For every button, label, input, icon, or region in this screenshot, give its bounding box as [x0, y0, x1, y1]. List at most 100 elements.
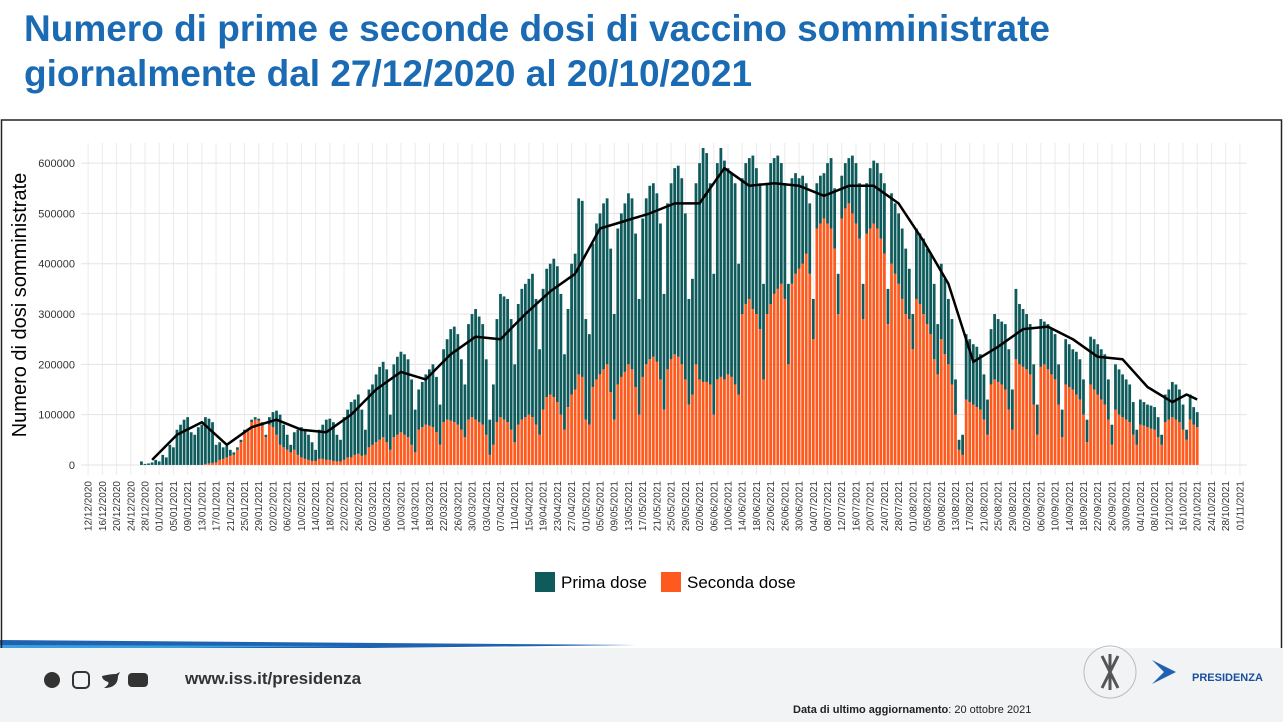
bar-segment [285, 434, 289, 450]
bar-segment [943, 354, 947, 465]
bar-segment [804, 183, 808, 254]
x-tick-label: 14/09/2021 [1065, 481, 1076, 531]
bar-segment [523, 283, 527, 418]
x-tick-label: 20/07/2021 [866, 481, 877, 531]
bar-segment [605, 198, 609, 365]
logo-seal [1083, 645, 1137, 699]
bar-segment [1039, 319, 1043, 367]
icon-instagram[interactable] [72, 671, 90, 689]
bar-segment [651, 356, 655, 465]
bar-segment [854, 163, 858, 224]
bar-segment [541, 288, 545, 410]
bar-segment [1018, 364, 1021, 465]
x-tick-label: 29/01/2021 [254, 481, 265, 531]
bar-segment [1042, 321, 1046, 365]
x-tick-label: 12/12/2020 [84, 481, 95, 531]
bar-segment [833, 188, 837, 249]
bar-segment [275, 434, 278, 465]
icon-twitter[interactable] [102, 672, 120, 688]
bar-segment [310, 442, 314, 461]
bar-segment [723, 160, 726, 380]
bar-segment [587, 334, 591, 425]
bar-segment [907, 268, 911, 320]
bar-segment [1103, 354, 1107, 405]
x-tick-label: 20/12/2020 [112, 481, 123, 531]
bar-segment [840, 175, 844, 219]
x-tick-label: 09/08/2021 [937, 481, 948, 531]
bar-segment [431, 364, 435, 428]
bar-segment [477, 422, 481, 465]
bar-segment [1106, 379, 1110, 420]
bar-segment [459, 359, 463, 430]
bar-segment [548, 263, 552, 395]
bar-segment [232, 452, 236, 455]
bar-segment [1153, 407, 1156, 430]
bar-segment [790, 283, 794, 465]
bar-segment [395, 434, 399, 465]
bar-segment [420, 427, 424, 465]
bar-segment [566, 407, 570, 465]
bar-segment [961, 454, 964, 465]
bar-segment [342, 417, 346, 460]
bar-segment [1131, 434, 1135, 465]
bar-segment [637, 298, 641, 415]
bar-segment [715, 379, 719, 465]
x-tick-label: 06/03/2021 [382, 481, 393, 531]
bar-segment [1025, 314, 1028, 370]
bar-segment [701, 381, 705, 465]
bar-segment [872, 223, 876, 465]
x-tick-label: 16/12/2020 [98, 481, 109, 531]
bar-segment [1185, 429, 1188, 440]
bar-segment [403, 434, 406, 465]
bar-segment [1188, 419, 1192, 465]
bar-segment [559, 293, 563, 415]
legend-label: Prima dose [561, 573, 647, 592]
bar-segment [1149, 405, 1153, 429]
icon-youtube[interactable] [128, 673, 148, 687]
bar-segment [747, 158, 751, 299]
bar-segment [1060, 409, 1064, 438]
bar-segment [1035, 434, 1039, 465]
x-tick-label: 03/04/2021 [482, 481, 493, 531]
bar-segment [1121, 374, 1124, 418]
bar-segment [691, 394, 694, 465]
bar-segment [509, 319, 513, 430]
bar-segment [1185, 439, 1188, 465]
bar-segment [936, 324, 940, 375]
bar-segment [971, 344, 975, 405]
x-tick-label: 13/08/2021 [951, 481, 962, 531]
bar-segment [922, 314, 925, 465]
bar-segment [900, 298, 904, 465]
bar-segment [712, 414, 716, 465]
x-tick-label: 01/05/2021 [581, 481, 592, 531]
bar-segment [886, 324, 890, 465]
bar-segment [822, 218, 826, 465]
bar-segment [1000, 321, 1004, 385]
bar-segment [364, 454, 367, 465]
bar-segment [388, 414, 392, 450]
bar-segment [257, 420, 261, 465]
bar-segment [154, 459, 158, 465]
bar-segment [531, 273, 534, 418]
bar-segment [381, 437, 385, 465]
bar-segment [300, 427, 303, 458]
bar-segment [730, 173, 733, 377]
bar-segment [662, 409, 666, 465]
update-value: : 20 ottobre 2021 [948, 704, 1032, 716]
bar-segment [705, 381, 709, 465]
bar-segment [755, 314, 758, 465]
bar-segment [157, 461, 161, 465]
bar-segment [769, 163, 773, 304]
bar-segment [666, 369, 669, 465]
bar-segment [854, 223, 858, 465]
bar-segment [410, 444, 413, 465]
bar-segment [228, 455, 232, 465]
bar-segment [175, 429, 179, 465]
bar-segment [225, 445, 229, 458]
bar-segment [563, 354, 566, 430]
icon-facebook[interactable] [44, 672, 60, 688]
footer-url[interactable]: www.iss.it/presidenza [185, 669, 362, 688]
bar-segment [570, 394, 573, 465]
